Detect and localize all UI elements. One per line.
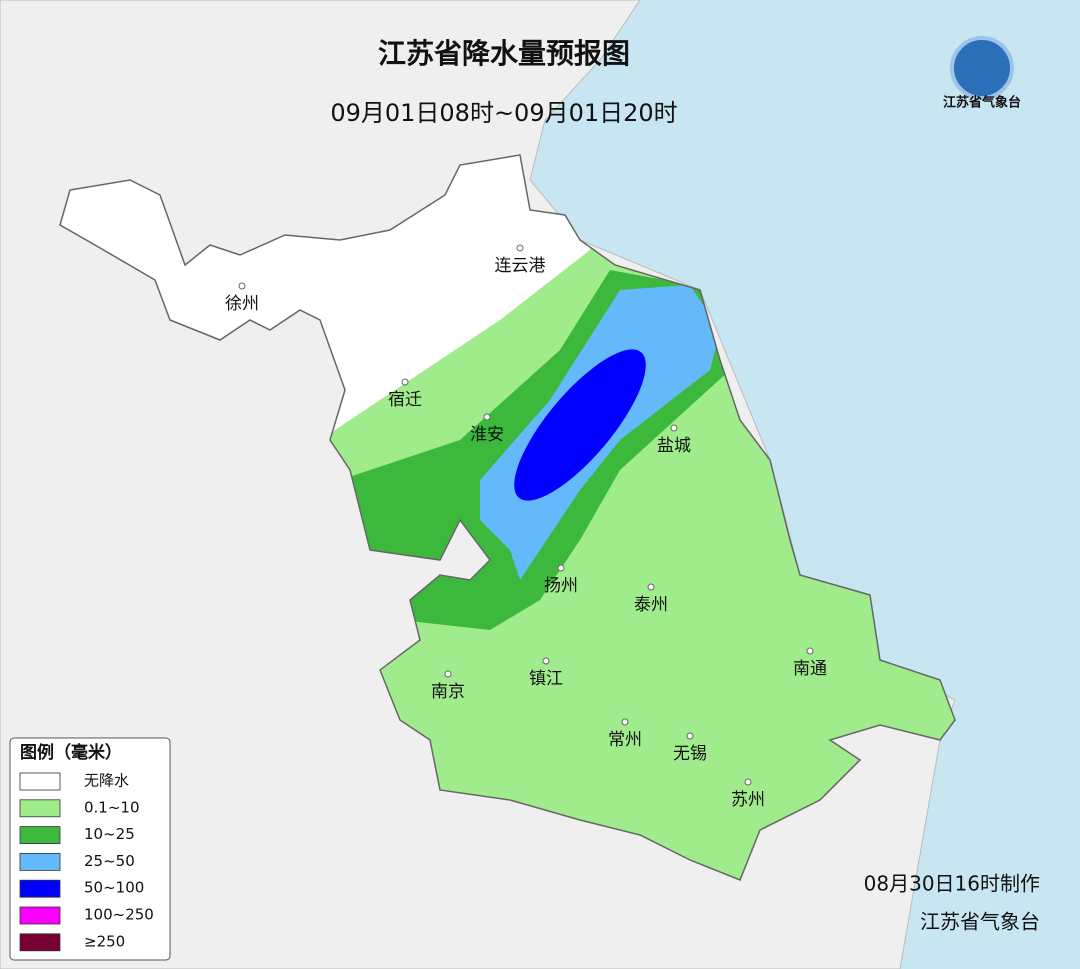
city: 常州 bbox=[608, 730, 642, 750]
city-dot bbox=[401, 378, 409, 386]
legend-label: 无降水 bbox=[84, 772, 129, 790]
city-dot bbox=[806, 647, 814, 655]
city-dot bbox=[686, 732, 694, 740]
legend-title: 图例（毫米） bbox=[20, 742, 122, 763]
city-dot bbox=[744, 778, 752, 786]
city: 宿迁 bbox=[388, 390, 422, 410]
area-storm bbox=[514, 349, 646, 501]
legend-swatch bbox=[19, 826, 61, 844]
city: 盐城 bbox=[657, 436, 691, 456]
city-dot bbox=[557, 564, 565, 572]
footer-made: 08月30日16时制作 bbox=[864, 872, 1040, 896]
city: 镇江 bbox=[529, 669, 563, 689]
city: 扬州 bbox=[544, 576, 578, 596]
legend-swatch bbox=[19, 906, 61, 925]
legend-label: 25~50 bbox=[84, 852, 135, 870]
city-dot bbox=[542, 657, 550, 665]
legend-box bbox=[9, 737, 171, 961]
city-dot bbox=[516, 244, 524, 252]
legend-label: 50~100 bbox=[84, 879, 144, 897]
city: 南京 bbox=[431, 682, 465, 702]
city-dot bbox=[670, 424, 678, 432]
cities: 连云港 徐州 宿迁 淮安 盐城 扬州 泰州 南通 南京 镇江 常州 无锡 苏州 bbox=[225, 244, 827, 810]
city-dot bbox=[444, 670, 452, 678]
city-dot bbox=[621, 718, 629, 726]
title: 江苏省降水量预报图 bbox=[378, 37, 630, 70]
legend: 无降水 0.1~10 10~25 25~50 50~100 100~250 ≥250 bbox=[19, 772, 154, 952]
legend-swatch bbox=[19, 879, 61, 898]
legend-swatch bbox=[19, 853, 61, 871]
legend-swatch bbox=[19, 933, 61, 952]
city: 无锡 bbox=[673, 744, 707, 764]
logo-text: 江苏省气象台 bbox=[943, 95, 1021, 111]
city: 苏州 bbox=[731, 790, 765, 810]
city: 泰州 bbox=[634, 595, 668, 615]
legend-label: 0.1~10 bbox=[84, 798, 140, 816]
city: 连云港 bbox=[495, 256, 546, 276]
legend-label: ≥250 bbox=[84, 932, 125, 950]
logo-emblem bbox=[950, 36, 1014, 100]
legend-label: 10~25 bbox=[84, 825, 135, 843]
city-dot bbox=[647, 583, 655, 591]
footer-issuer: 江苏省气象台 bbox=[920, 910, 1040, 934]
city-dot bbox=[483, 413, 491, 421]
city: 南通 bbox=[793, 659, 827, 679]
city: 淮安 bbox=[470, 425, 504, 445]
legend-swatch bbox=[19, 772, 61, 791]
city: 徐州 bbox=[225, 294, 259, 314]
city-dot bbox=[238, 282, 246, 290]
subtitle: 09月01日08时~09月01日20时 bbox=[330, 99, 677, 127]
legend-swatch bbox=[19, 799, 61, 818]
legend-label: 100~250 bbox=[84, 906, 154, 924]
